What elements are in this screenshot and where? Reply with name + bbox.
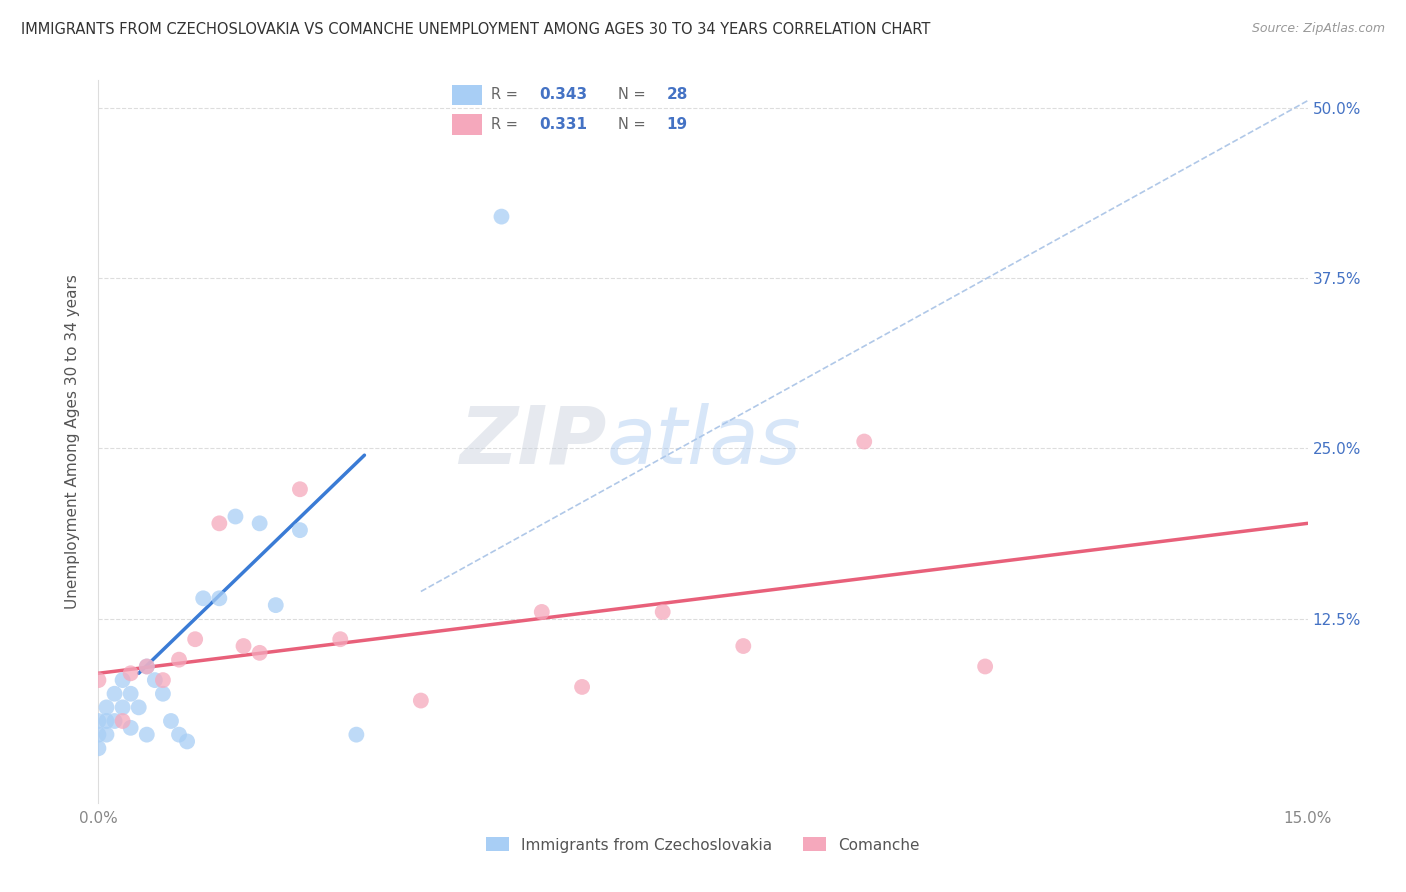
Text: R =: R = [491, 87, 523, 103]
Point [344, 728, 367, 742]
Point [96, 714, 118, 728]
Point [87, 673, 110, 687]
Text: R =: R = [491, 117, 523, 132]
Text: 0.343: 0.343 [540, 87, 588, 103]
Legend: Immigrants from Czechoslovakia, Comanche: Immigrants from Czechoslovakia, Comanche [478, 830, 928, 860]
Point [232, 639, 254, 653]
Point [224, 509, 246, 524]
Text: N =: N = [619, 87, 651, 103]
Point [491, 210, 513, 224]
Point [96, 728, 118, 742]
Text: 28: 28 [666, 87, 688, 103]
Point [530, 605, 553, 619]
Point [120, 721, 142, 735]
Point [87, 728, 110, 742]
Text: Source: ZipAtlas.com: Source: ZipAtlas.com [1251, 22, 1385, 36]
Point [143, 673, 166, 687]
Point [651, 605, 673, 619]
Point [193, 591, 215, 606]
Point [120, 666, 142, 681]
Text: IMMIGRANTS FROM CZECHOSLOVAKIA VS COMANCHE UNEMPLOYMENT AMONG AGES 30 TO 34 YEAR: IMMIGRANTS FROM CZECHOSLOVAKIA VS COMANC… [21, 22, 931, 37]
Point [184, 632, 207, 647]
Point [288, 523, 311, 537]
Point [249, 516, 271, 531]
Point [103, 714, 125, 728]
Text: 0.331: 0.331 [540, 117, 588, 132]
Point [733, 639, 755, 653]
Point [329, 632, 352, 647]
Point [288, 482, 311, 496]
Point [135, 728, 157, 742]
Point [167, 653, 190, 667]
Point [167, 728, 190, 742]
Point [409, 693, 432, 707]
Point [111, 673, 134, 687]
Point [176, 734, 198, 748]
Text: atlas: atlas [606, 402, 801, 481]
Point [128, 700, 150, 714]
Text: ZIP: ZIP [458, 402, 606, 481]
Point [249, 646, 271, 660]
Point [87, 714, 110, 728]
Point [96, 700, 118, 714]
Point [135, 659, 157, 673]
Point [160, 714, 183, 728]
Point [974, 659, 997, 673]
Point [111, 700, 134, 714]
Point [853, 434, 876, 449]
Point [208, 516, 231, 531]
Point [135, 659, 157, 673]
Point [571, 680, 593, 694]
Bar [451, 114, 482, 135]
Text: N =: N = [619, 117, 651, 132]
Bar [451, 85, 482, 105]
Y-axis label: Unemployment Among Ages 30 to 34 years: Unemployment Among Ages 30 to 34 years [65, 274, 80, 609]
Point [152, 687, 174, 701]
Point [87, 741, 110, 756]
Point [120, 687, 142, 701]
Point [208, 591, 231, 606]
Point [111, 714, 134, 728]
Text: 19: 19 [666, 117, 688, 132]
Point [103, 687, 125, 701]
Point [152, 673, 174, 687]
Point [264, 598, 287, 612]
